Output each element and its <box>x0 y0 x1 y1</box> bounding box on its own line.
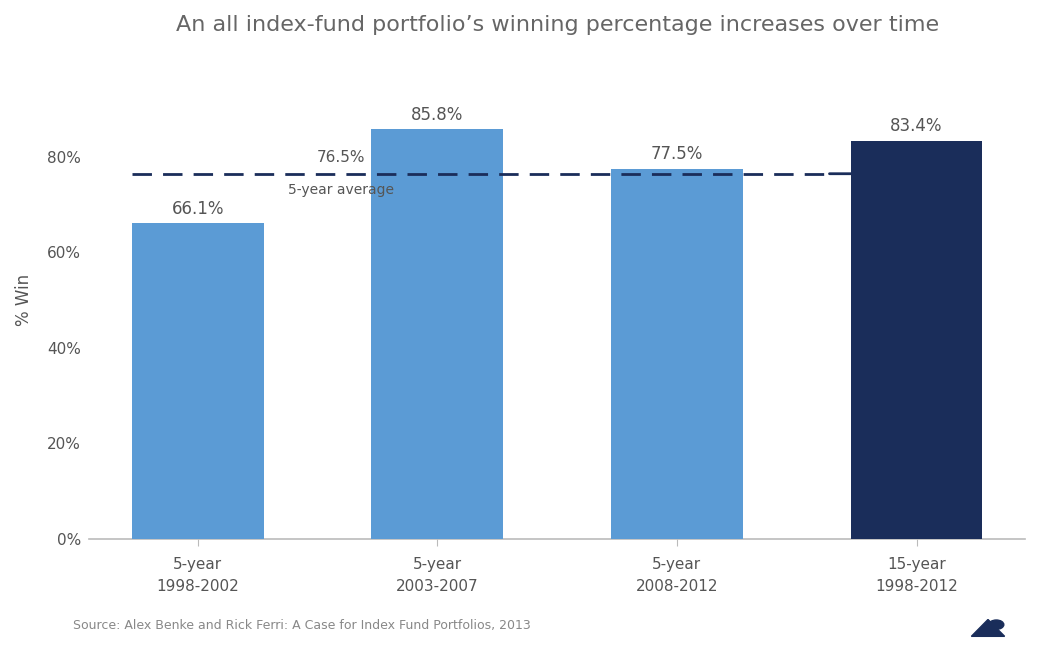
Text: Source: Alex Benke and Rick Ferri: A Case for Index Fund Portfolios, 2013: Source: Alex Benke and Rick Ferri: A Cas… <box>73 619 530 632</box>
Bar <box>851 141 983 539</box>
Text: 76.5%: 76.5% <box>317 150 366 165</box>
Bar <box>612 169 743 539</box>
Polygon shape <box>971 619 1005 636</box>
Text: 77.5%: 77.5% <box>651 145 703 163</box>
Text: 83.4%: 83.4% <box>890 117 943 135</box>
Y-axis label: % Win: % Win <box>15 274 33 327</box>
Text: 66.1%: 66.1% <box>172 200 224 218</box>
Bar <box>371 130 503 539</box>
Text: 5-year average: 5-year average <box>288 183 394 197</box>
Bar <box>132 224 263 539</box>
Text: 85.8%: 85.8% <box>411 106 464 124</box>
Circle shape <box>989 620 1004 629</box>
Title: An all index-fund portfolio’s winning percentage increases over time: An all index-fund portfolio’s winning pe… <box>176 15 939 35</box>
